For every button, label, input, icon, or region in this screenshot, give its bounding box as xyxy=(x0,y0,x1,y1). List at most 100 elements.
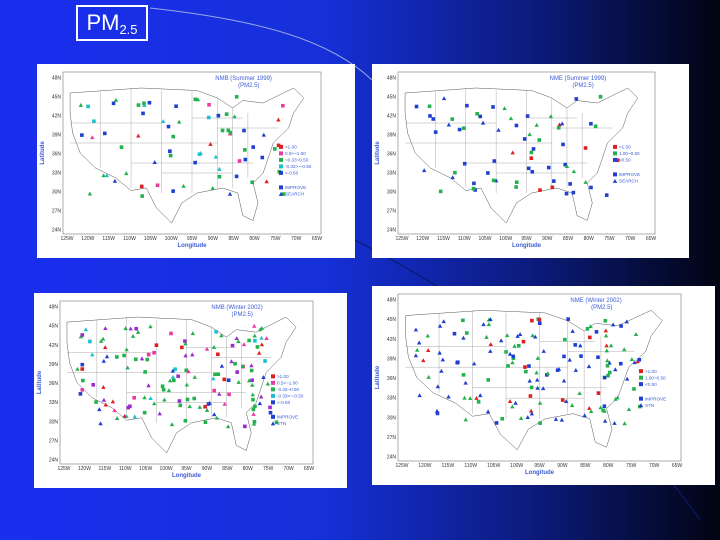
station-marker-square xyxy=(511,354,516,359)
station-marker-triangle xyxy=(114,416,120,421)
legend-network-label: STN xyxy=(645,403,654,408)
station-marker-triangle xyxy=(258,394,264,399)
station-marker-triangle xyxy=(510,150,515,155)
y-tick-label: 45N xyxy=(387,95,397,101)
station-marker-square xyxy=(169,331,173,336)
station-marker-square xyxy=(115,355,119,359)
station-marker-square xyxy=(197,152,202,156)
station-marker-square xyxy=(531,147,536,151)
station-marker-square xyxy=(528,394,533,398)
station-marker-triangle xyxy=(132,414,137,419)
station-marker-triangle xyxy=(441,96,447,101)
y-tick-label: 39N xyxy=(387,356,397,362)
station-marker-square xyxy=(185,397,190,402)
station-marker-square xyxy=(234,95,239,99)
station-marker-triangle xyxy=(525,415,530,420)
x-tick-label: 90W xyxy=(202,466,213,472)
station-marker-square xyxy=(147,100,152,105)
legend-swatch xyxy=(271,374,275,379)
station-marker-square xyxy=(550,185,555,190)
station-marker-square xyxy=(453,170,457,175)
station-marker-square xyxy=(562,354,566,359)
station-marker-square xyxy=(203,404,207,409)
station-marker-square xyxy=(606,373,610,378)
station-marker-square xyxy=(615,158,620,163)
station-marker-square xyxy=(253,338,257,343)
station-marker-triangle xyxy=(578,343,583,348)
station-marker-triangle xyxy=(602,418,608,423)
station-marker-triangle xyxy=(83,327,89,332)
station-marker-triangle xyxy=(468,396,473,400)
legend-network-triangle xyxy=(638,403,644,408)
us-outline xyxy=(70,88,304,223)
legend-network-label: STN xyxy=(277,421,286,426)
station-marker-triangle xyxy=(148,324,153,329)
y-tick-label: 36N xyxy=(387,376,397,382)
station-marker-square xyxy=(594,330,599,334)
station-marker-square xyxy=(142,101,146,106)
station-marker-triangle xyxy=(87,191,93,196)
station-marker-triangle xyxy=(90,352,95,357)
x-tick-label: 125W xyxy=(57,466,70,472)
station-marker-triangle xyxy=(130,334,136,338)
station-marker-triangle xyxy=(573,368,579,372)
station-marker-square xyxy=(94,400,98,404)
x-axis-label: Longitude xyxy=(178,243,208,249)
station-marker-triangle xyxy=(222,401,227,406)
title-main: PM xyxy=(86,10,120,35)
station-marker-square xyxy=(585,326,590,331)
station-marker-triangle xyxy=(508,116,514,121)
station-marker-triangle xyxy=(545,371,551,376)
station-marker-triangle xyxy=(227,191,233,196)
station-marker-triangle xyxy=(569,403,575,407)
legend-swatch xyxy=(279,170,283,175)
station-marker-triangle xyxy=(567,357,572,362)
y-tick-label: 42N xyxy=(49,343,59,349)
station-marker-square xyxy=(160,384,165,389)
map-subtitle: (PM2.5) xyxy=(238,83,259,89)
station-marker-square xyxy=(491,178,496,183)
map-svg: 48N 45N 42N 39N 36N 33N 30N 27N 24N 125W 120W 115W 1… xyxy=(375,293,682,476)
station-marker-triangle xyxy=(219,363,225,368)
station-marker-triangle xyxy=(124,347,129,352)
station-marker-triangle xyxy=(604,343,609,348)
station-marker-square xyxy=(268,405,272,410)
y-tick-label: 39N xyxy=(49,362,59,368)
station-marker-triangle xyxy=(537,400,543,405)
station-marker-square xyxy=(80,133,84,137)
station-marker-square xyxy=(619,361,623,366)
station-marker-square xyxy=(529,150,534,155)
station-marker-triangle xyxy=(170,374,176,379)
station-marker-square xyxy=(80,362,85,367)
station-marker-square xyxy=(521,339,526,344)
station-marker-triangle xyxy=(478,393,483,398)
station-marker-triangle xyxy=(122,413,127,418)
y-axis-label: Latitude xyxy=(40,141,46,165)
y-tick-label: 33N xyxy=(49,400,59,406)
x-tick-label: 100W xyxy=(499,236,512,242)
station-marker-square xyxy=(529,156,534,160)
legend-swatch xyxy=(613,151,617,156)
legend-swatch xyxy=(639,375,643,380)
legend-swatch xyxy=(613,157,617,162)
station-marker-square xyxy=(247,338,251,343)
x-tick-label: 65W xyxy=(646,236,657,242)
station-marker-square xyxy=(92,119,96,124)
legend-network-label: SEARCH xyxy=(285,192,304,197)
map-subtitle: (PM2.5) xyxy=(591,305,612,311)
station-marker-triangle xyxy=(234,336,239,341)
x-tick-label: 80W xyxy=(603,463,614,469)
x-tick-label: 80W xyxy=(243,466,254,472)
station-marker-triangle xyxy=(624,376,630,381)
station-marker-square xyxy=(268,410,273,415)
map-subtitle: (PM2.5) xyxy=(231,312,252,318)
station-marker-triangle xyxy=(463,380,468,385)
station-marker-square xyxy=(237,159,242,163)
station-marker-square xyxy=(136,103,141,107)
station-marker-square xyxy=(537,321,542,326)
station-marker-square xyxy=(192,396,197,401)
station-marker-square xyxy=(514,123,519,128)
legend-label: <0.50 xyxy=(619,158,631,163)
station-marker-triangle xyxy=(587,405,592,410)
station-marker-triangle xyxy=(527,378,532,383)
